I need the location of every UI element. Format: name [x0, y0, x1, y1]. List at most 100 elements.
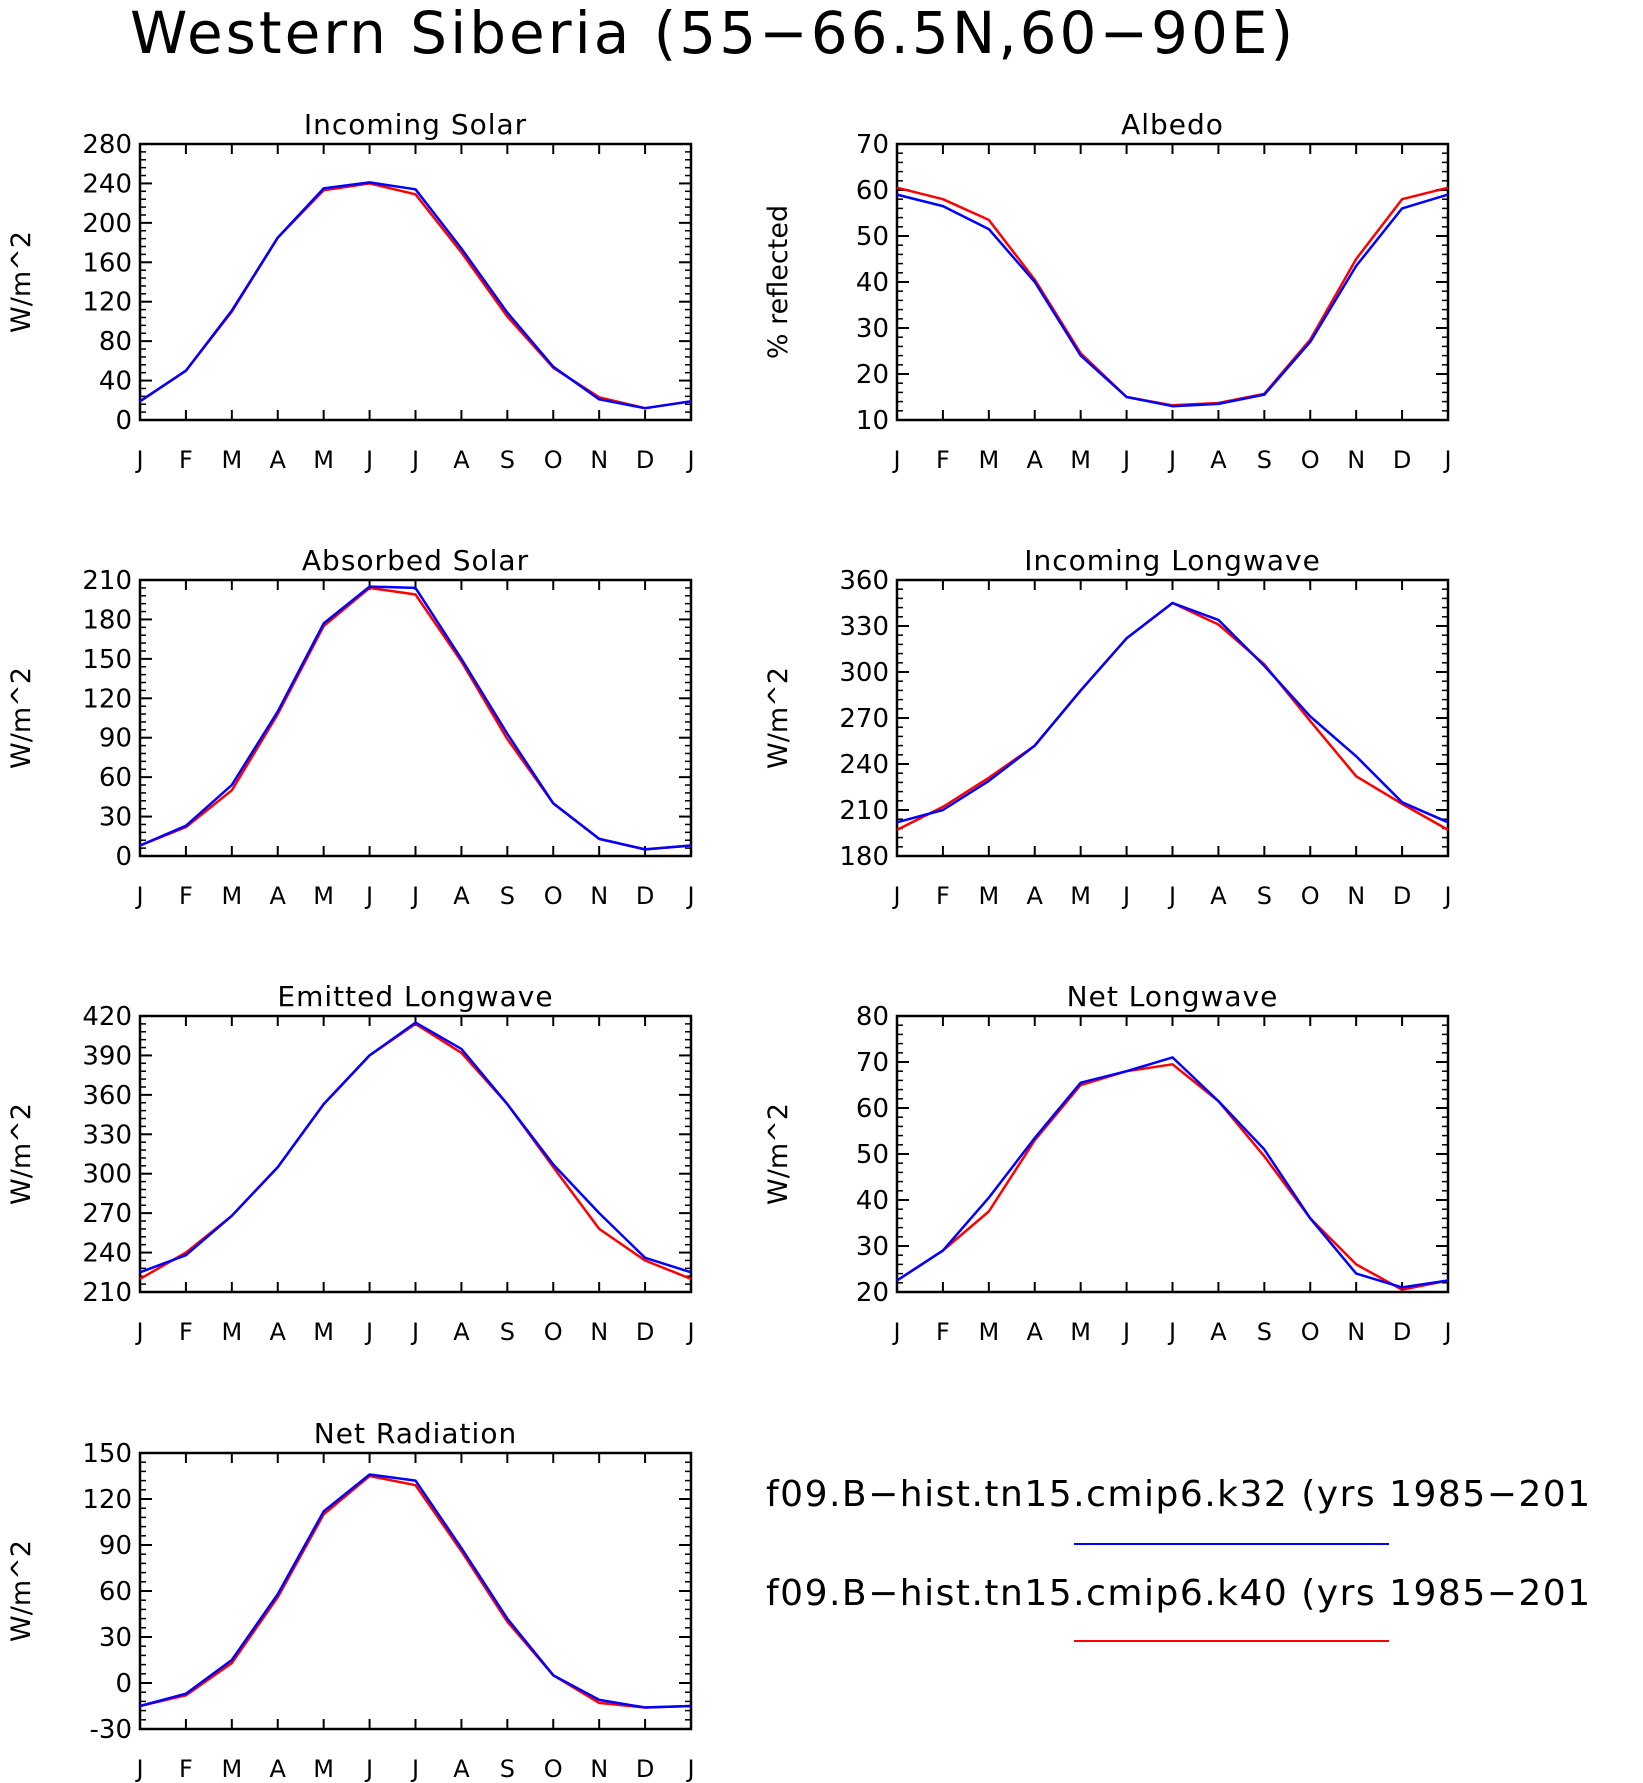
- y-tick-label: 0: [115, 1669, 132, 1699]
- y-tick-label: 120: [82, 1485, 132, 1515]
- x-tick-label: M: [1070, 882, 1091, 910]
- x-tick-label: S: [500, 1755, 515, 1783]
- x-tick-label: A: [453, 882, 470, 910]
- y-tick-label: 70: [856, 130, 889, 160]
- y-tick-label: 80: [856, 1002, 889, 1032]
- y-tick-label: 330: [839, 612, 889, 642]
- x-tick-label: A: [270, 1755, 287, 1783]
- y-tick-label: 210: [82, 1278, 132, 1308]
- x-tick-label: A: [453, 446, 470, 474]
- chart-title: Albedo: [1121, 108, 1224, 141]
- x-tick-label: A: [1027, 1318, 1044, 1346]
- y-tick-label: 240: [839, 750, 889, 780]
- x-tick-label: S: [1257, 1318, 1272, 1346]
- x-tick-label: J: [1121, 882, 1130, 910]
- series-line-k32: [139, 585, 692, 851]
- y-tick-label: 300: [82, 1160, 132, 1190]
- y-tick-label: 150: [82, 1439, 132, 1469]
- series-line-k40: [896, 186, 1449, 407]
- x-tick-label: J: [364, 1755, 373, 1783]
- x-tick-label: O: [1301, 1318, 1320, 1346]
- series-line-k32: [139, 181, 692, 410]
- chart-title: Emitted Longwave: [277, 980, 553, 1013]
- x-tick-label: O: [544, 1318, 563, 1346]
- x-tick-label: J: [134, 446, 143, 474]
- x-tick-label: J: [364, 1318, 373, 1346]
- x-tick-label: S: [500, 446, 515, 474]
- y-tick-label: 60: [856, 1094, 889, 1124]
- x-tick-label: A: [453, 1755, 470, 1783]
- x-tick-label: S: [500, 1318, 515, 1346]
- x-tick-label: J: [685, 882, 694, 910]
- x-tick-label: N: [1347, 446, 1365, 474]
- y-tick-label: 40: [856, 1186, 889, 1216]
- y-axis-label: W/m^2: [763, 667, 794, 769]
- x-tick-label: A: [1210, 1318, 1227, 1346]
- y-axis-label: % reflected: [763, 205, 794, 359]
- x-tick-label: J: [410, 446, 419, 474]
- y-tick-label: 10: [856, 406, 889, 436]
- x-tick-label: O: [544, 446, 563, 474]
- y-tick-label: 60: [856, 176, 889, 206]
- y-tick-label: 20: [856, 1278, 889, 1308]
- y-tick-label: 210: [82, 566, 132, 596]
- x-tick-label: O: [1301, 446, 1320, 474]
- x-tick-label: J: [364, 882, 373, 910]
- x-tick-label: N: [1347, 882, 1365, 910]
- x-tick-label: J: [1442, 882, 1451, 910]
- x-tick-label: F: [936, 446, 950, 474]
- y-tick-label: 160: [82, 248, 132, 278]
- x-tick-label: J: [410, 882, 419, 910]
- x-tick-label: F: [936, 1318, 950, 1346]
- x-tick-label: M: [1070, 1318, 1091, 1346]
- chart-title: Incoming Longwave: [1024, 544, 1321, 577]
- x-tick-label: A: [1210, 882, 1227, 910]
- panels: J F M A M J J A S O N D J04080120160200240280W/m^2In…: [6, 108, 1452, 1783]
- plot-frame: [138, 142, 693, 422]
- x-tick-label: J: [134, 882, 143, 910]
- y-axis-label: W/m^2: [6, 1103, 37, 1205]
- y-tick-label: 0: [115, 406, 132, 436]
- y-tick-label: 0: [115, 842, 132, 872]
- plot-frame: [138, 1014, 693, 1294]
- x-tick-label: M: [978, 1318, 999, 1346]
- x-tick-label: A: [1210, 446, 1227, 474]
- y-tick-label: 300: [839, 658, 889, 688]
- y-tick-label: 30: [99, 803, 132, 833]
- x-tick-label: D: [1393, 1318, 1411, 1346]
- series-line-k40: [896, 601, 1449, 832]
- x-tick-label: J: [364, 446, 373, 474]
- x-tick-label: A: [270, 882, 287, 910]
- legend-label-k40: f09.B−hist.tn15.cmip6.k40 (yrs 1985−201: [766, 1573, 1592, 1614]
- x-tick-label: J: [410, 1318, 419, 1346]
- x-tick-label: J: [685, 1318, 694, 1346]
- x-tick-label: A: [270, 1318, 287, 1346]
- series-line-k40: [896, 1063, 1449, 1291]
- x-tick-label: D: [1393, 882, 1411, 910]
- y-tick-label: 50: [856, 1140, 889, 1170]
- x-tick-label: A: [1027, 446, 1044, 474]
- x-tick-label: J: [1121, 446, 1130, 474]
- x-tick-label: J: [1167, 446, 1176, 474]
- y-tick-label: 240: [82, 169, 132, 199]
- x-tick-label: M: [313, 1318, 334, 1346]
- y-tick-label: 120: [82, 288, 132, 318]
- x-tick-label: J: [1121, 1318, 1130, 1346]
- series-line-k40: [139, 586, 692, 851]
- x-tick-label: F: [179, 1755, 193, 1783]
- x-tick-label: J: [1442, 446, 1451, 474]
- y-tick-label: 70: [856, 1048, 889, 1078]
- series-line-k32: [139, 1473, 692, 1709]
- x-tick-label: J: [1167, 1318, 1176, 1346]
- y-tick-label: 20: [856, 360, 889, 390]
- x-tick-label: S: [1257, 446, 1272, 474]
- x-tick-label: D: [636, 446, 654, 474]
- x-tick-label: F: [179, 446, 193, 474]
- chart-title: Absorbed Solar: [302, 544, 529, 577]
- y-axis-label: W/m^2: [763, 1103, 794, 1205]
- x-tick-label: N: [590, 1755, 608, 1783]
- x-tick-label: M: [313, 446, 334, 474]
- x-tick-label: D: [636, 882, 654, 910]
